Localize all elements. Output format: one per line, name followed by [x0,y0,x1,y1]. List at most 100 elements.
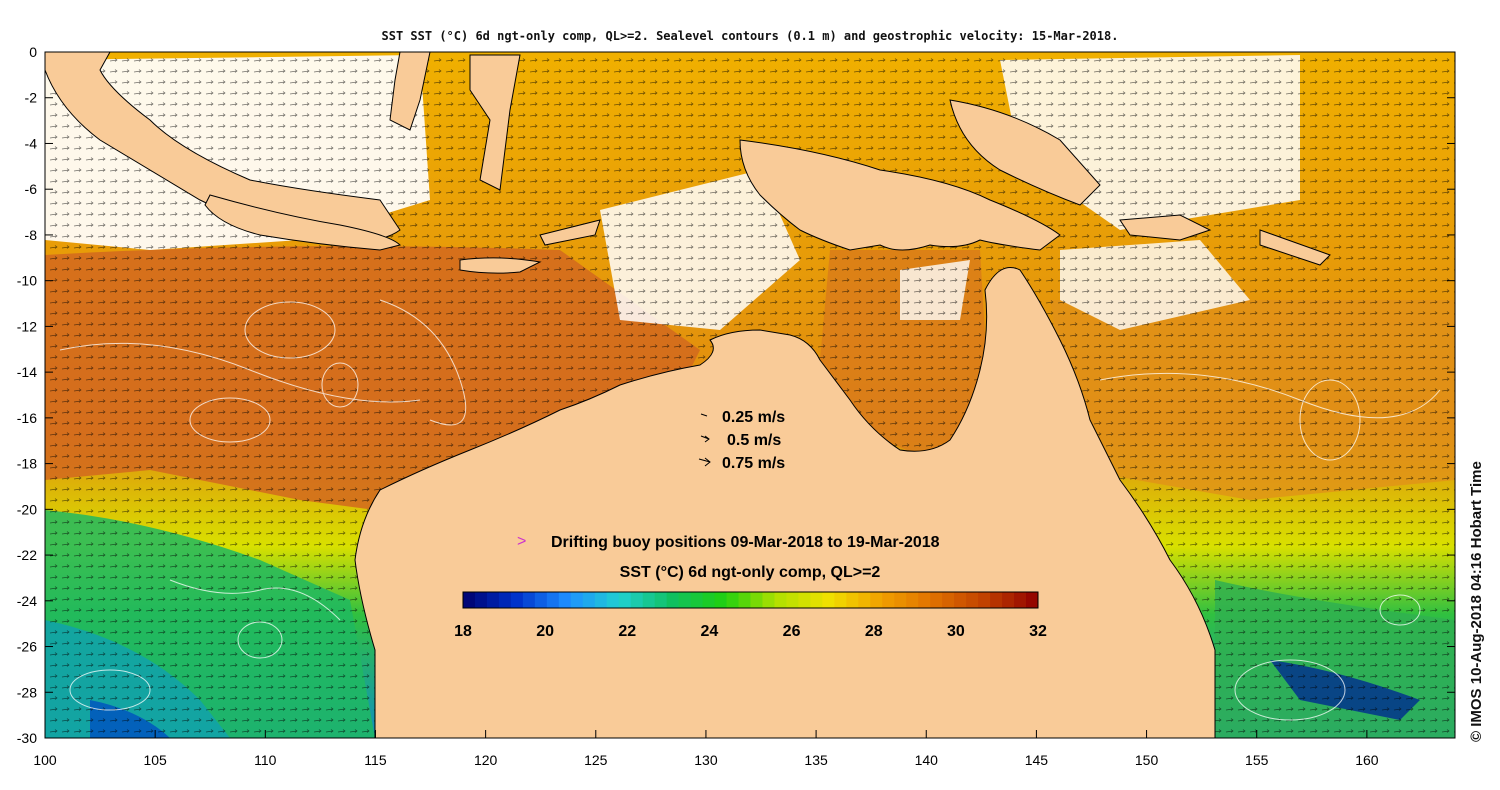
x-tick-label: 155 [1245,752,1269,768]
colorbar-cell [1014,592,1027,608]
colorbar-cell [954,592,967,608]
colorbar-cell [942,592,955,608]
colorbar-cell [870,592,883,608]
colorbar-cell [546,592,560,608]
y-tick-label: -22 [17,547,37,563]
x-tick-label: 100 [33,752,57,768]
colorbar-cell [1026,592,1039,608]
colorbar-cell [798,592,811,608]
colorbar-cell [918,592,931,608]
buoy-symbol: > [517,533,526,550]
colorbar-cell [534,592,548,608]
colorbar-cell [498,592,512,608]
y-tick-label: -10 [17,273,37,289]
colorbar-cell [594,592,608,608]
y-tick-label: 0 [29,44,37,60]
y-tick-label: -24 [17,593,37,609]
colorbar-cell [894,592,907,608]
colorbar-cell [463,592,476,608]
colorbar-tick-label: 22 [618,623,636,640]
colorbar-cell [762,592,775,608]
velocity-arrow-025 [700,413,708,417]
colorbar-cell [678,592,692,608]
y-tick-label: -28 [17,684,37,700]
colorbar-cell [630,592,644,608]
colorbar-tick-label: 30 [947,623,965,640]
velocity-label-025: 0.25 m/s [722,409,785,426]
colorbar-cell [930,592,943,608]
colorbar-cell [510,592,524,608]
x-tick-label: 150 [1135,752,1159,768]
colorbar-cell [582,592,596,608]
colorbar-cell [882,592,895,608]
colorbar-cell [822,592,835,608]
colorbar-ticks: 18 20 22 24 26 28 30 32 [454,623,1047,640]
colorbar-cell [486,592,500,608]
colorbar-cell [654,592,668,608]
colorbar-cell [966,592,979,608]
x-tick-label: 145 [1025,752,1049,768]
colorbar-cell [726,592,740,608]
colorbar-cell [858,592,871,608]
y-tick-label: -4 [25,135,38,151]
velocity-arrow-05 [700,435,710,443]
y-tick-label: -20 [17,501,37,517]
colorbar-cell [570,592,584,608]
colorbar-cell [1002,592,1015,608]
colorbar-tick-label: 24 [701,623,719,640]
land [44,51,1331,739]
colorbar-cell [558,592,572,608]
credit-text: © IMOS 10-Aug-2018 04:16 Hobart Time [1468,461,1485,742]
map-frame: 100 105 110 115 120 125 130 135 140 145 150 155 160 … [17,44,1456,768]
y-axis: 0 -2 -4 -6 -8 -10 -12 -14 -16 -18 -20 -22 -24 -26 -28 -… [17,44,1455,746]
y-tick-label: -26 [17,639,37,655]
x-tick-label: 110 [254,752,277,768]
x-tick-label: 140 [915,752,939,768]
colorbar-cell [738,592,751,608]
y-tick-label: -6 [25,181,38,197]
colorbar-cell [474,592,488,608]
velocity-label-075: 0.75 m/s [722,455,785,472]
sealevel-contours [59,299,1441,721]
velocity-legend: 0.25 m/s 0.5 m/s 0.75 m/s [698,409,785,472]
x-tick-label: 120 [474,752,498,768]
x-tick-label: 130 [694,752,718,768]
buoy-label: Drifting buoy positions 09-Mar-2018 to 1… [551,534,940,551]
colorbar-cells [463,592,1039,608]
velocity-label-05: 0.5 m/s [727,432,781,449]
colorbar-cell [714,592,728,608]
x-axis: 100 105 110 115 120 125 130 135 140 145 150 155 160 [33,730,1379,768]
colorbar-cell [906,592,919,608]
colorbar-cell [810,592,823,608]
colorbar-title: SST (°C) 6d ngt-only comp, QL>=2 [620,564,881,581]
colorbar-cell [786,592,799,608]
colorbar: SST (°C) 6d ngt-only comp, QL>=2 18 20 22 2… [454,564,1047,640]
x-tick-label: 160 [1355,752,1379,768]
x-tick-label: 105 [143,752,167,768]
colorbar-cell [690,592,704,608]
colorbar-cell [846,592,859,608]
colorbar-tick-label: 26 [783,623,801,640]
y-tick-label: -12 [17,318,37,334]
colorbar-tick-label: 20 [536,623,554,640]
colorbar-cell [774,592,787,608]
y-tick-label: -16 [17,410,37,426]
colorbar-cell [834,592,847,608]
colorbar-tick-label: 18 [454,623,472,640]
y-tick-label: -18 [17,456,37,472]
colorbar-tick-label: 32 [1029,623,1047,640]
colorbar-cell [606,592,620,608]
y-tick-label: -14 [17,364,37,380]
x-tick-label: 135 [804,752,828,768]
colorbar-cell [618,592,632,608]
colorbar-cell [750,592,763,608]
colorbar-cell [522,592,536,608]
map-title: SST SST (°C) 6d ngt-only comp, QL>=2. Se… [381,29,1119,43]
velocity-arrow-075 [698,457,711,467]
y-tick-label: -2 [25,90,38,106]
colorbar-cell [666,592,680,608]
x-tick-label: 115 [364,752,387,768]
colorbar-cell [978,592,991,608]
x-tick-label: 125 [584,752,608,768]
